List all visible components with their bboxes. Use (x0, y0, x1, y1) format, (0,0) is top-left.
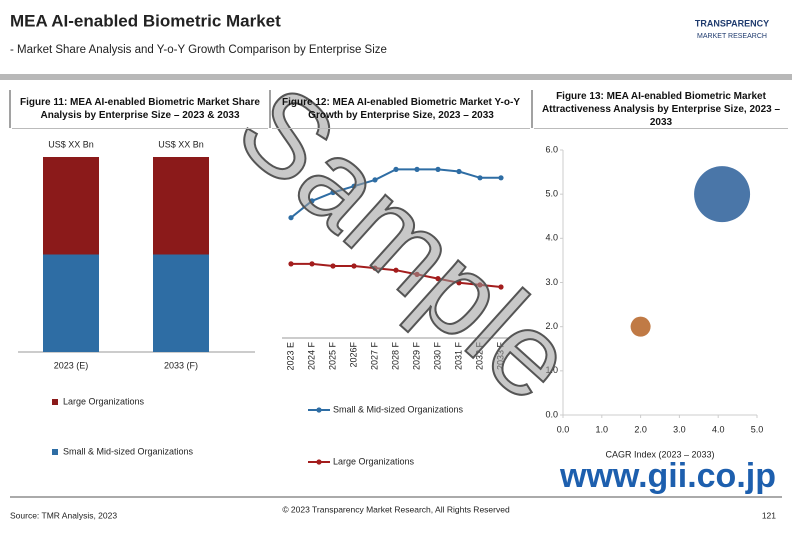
bar-segment (153, 254, 209, 352)
line-point (309, 261, 315, 267)
line-point (498, 175, 504, 181)
legend-label: Large Organizations (333, 456, 415, 466)
x-tick-label: 2025 F (327, 342, 337, 371)
x-tick-label: 0.0 (557, 424, 570, 434)
line-point (435, 276, 441, 282)
legend-marker (316, 459, 322, 465)
x-tick-label: 2031 F (453, 342, 463, 371)
x-tick-label: 2032 F (474, 342, 484, 371)
line-point (477, 175, 483, 181)
header-subtitle: - Market Share Analysis and Y-o-Y Growth… (10, 44, 387, 56)
line-point (414, 271, 420, 277)
x-tick-label: 1.0 (596, 424, 609, 434)
header-title: MEA AI-enabled Biometric Market (10, 11, 281, 30)
y-tick-label: 0.0 (545, 409, 558, 419)
x-tick-label: 2028 F (390, 342, 400, 371)
y-tick-label: 2.0 (545, 321, 558, 331)
bar-segment (43, 254, 99, 352)
line-point (456, 280, 462, 286)
x-tick-label: 4.0 (712, 424, 725, 434)
header-band (0, 74, 792, 80)
line-point (456, 168, 462, 175)
legend-label: Small & Mid-sized Organizations (63, 446, 194, 456)
legend-swatch (52, 449, 58, 455)
y-tick-label: 6.0 (545, 144, 558, 154)
legend-label: Large Organizations (63, 396, 145, 406)
site-watermark: www.gii.co.jp (559, 457, 776, 495)
line-point (351, 183, 357, 189)
x-tick-label: 5.0 (751, 424, 764, 434)
legend-marker (316, 407, 322, 413)
line-point (393, 166, 399, 172)
line-point (309, 198, 315, 204)
line-point (330, 189, 336, 196)
line-point (435, 166, 441, 172)
line-point (414, 166, 420, 172)
bubble (694, 166, 751, 223)
x-tick-label: 2023 E (285, 342, 295, 371)
x-tick-label: 2033 (F) (164, 360, 198, 370)
x-tick-label: 3.0 (673, 424, 686, 434)
line-point (477, 282, 483, 288)
total-label: US$ XX Bn (158, 139, 204, 149)
line-point (372, 177, 378, 183)
x-tick-label: 2024 F (306, 342, 316, 371)
legend-swatch (52, 399, 58, 405)
line-point (288, 261, 294, 267)
charts: US$ XX Bn 2023 (E) US$ XX Bn 2033 (F) Small … (18, 139, 763, 466)
figure-title: Figure 11: MEA AI-enabled Biometric Mark… (12, 90, 268, 129)
y-tick-label: 4.0 (545, 233, 558, 243)
line-point (372, 265, 378, 271)
y-tick-label: 1.0 (545, 365, 558, 375)
x-tick-label: 2029 F (411, 342, 421, 371)
y-tick-label: 5.0 (545, 189, 558, 199)
line-point (351, 263, 357, 269)
footer-source: Source: TMR Analysis, 2023 (10, 510, 117, 520)
bar-segment (43, 157, 99, 255)
bubble (630, 316, 651, 337)
footer-copyright: © 2023 Transparency Market Research, All… (282, 504, 510, 514)
y-tick-label: 3.0 (545, 277, 558, 287)
line-point (498, 284, 504, 290)
logo-name: TRANSPARENCY (695, 18, 769, 28)
footer-page: 121 (762, 510, 776, 520)
line-point (288, 215, 294, 221)
figure-title: Figure 13: MEA AI-enabled Biometric Mark… (534, 90, 788, 129)
line-point (393, 267, 399, 273)
x-axis-label: CAGR Index (2023 – 2033) (605, 449, 714, 459)
logo-tagline: MARKET RESEARCH (697, 33, 767, 40)
line-point (330, 263, 336, 269)
x-tick-label: 2027 F (369, 342, 379, 371)
x-tick-label: 2.0 (634, 424, 647, 434)
total-label: US$ XX Bn (48, 139, 94, 149)
legend-label: Small & Mid-sized Organizations (333, 404, 464, 414)
x-tick-label: 2033 F (495, 342, 505, 371)
bar-segment (153, 157, 209, 255)
x-tick-label: 2026F (348, 342, 358, 368)
x-tick-label: 2023 (E) (54, 360, 89, 370)
figure-title: Figure 12: MEA AI-enabled Biometric Mark… (272, 90, 530, 129)
x-tick-label: 2030 F (432, 342, 442, 371)
